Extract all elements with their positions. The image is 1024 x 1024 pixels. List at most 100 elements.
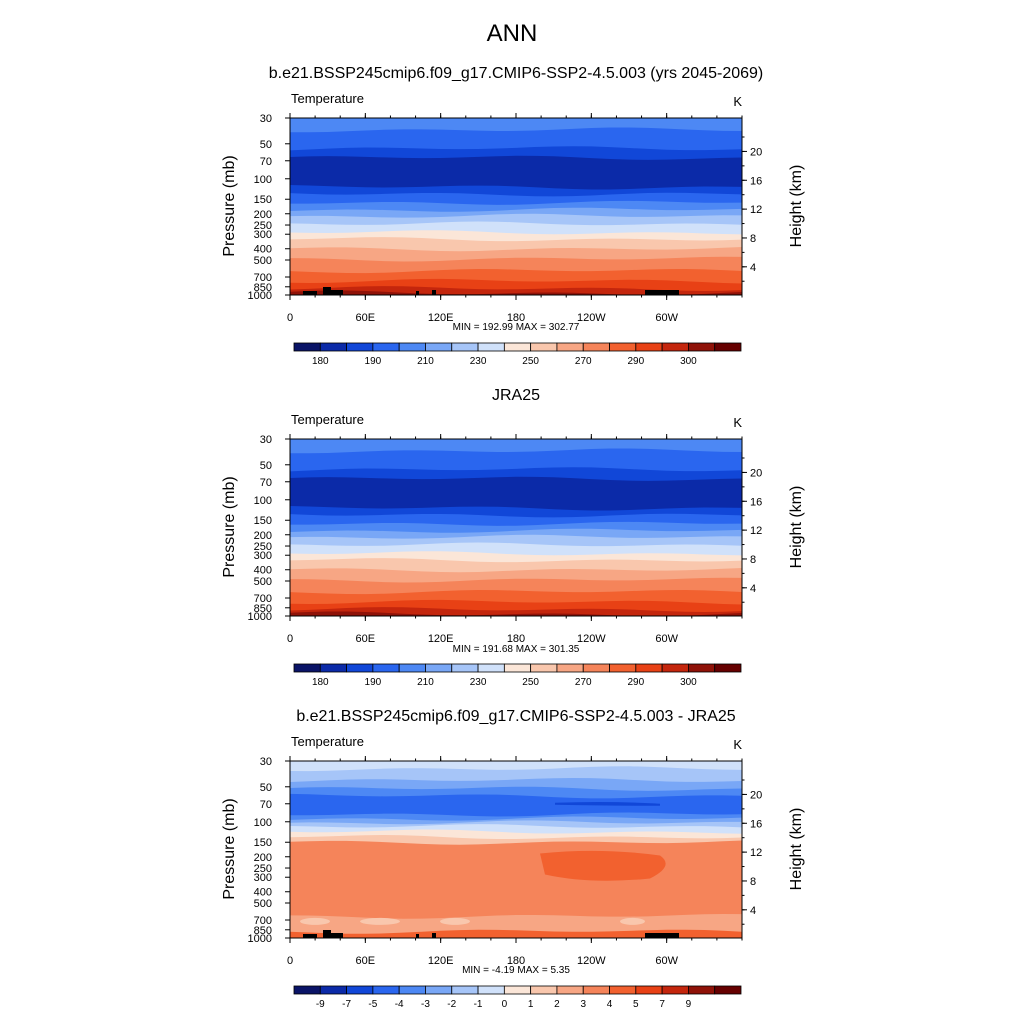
y-right-tick-label: 8: [750, 876, 756, 888]
colorbar-swatch: [582, 985, 610, 995]
y-tick-label: 200: [254, 852, 272, 864]
y-tick-label: 30: [260, 434, 272, 446]
y-right-tick-label: 12: [750, 204, 762, 216]
y-right-tick-label: 20: [750, 146, 762, 158]
y-tick-label: 70: [260, 156, 272, 168]
terrain-mask: [323, 930, 331, 938]
x-tick-label: 120E: [428, 633, 454, 645]
colorbar-label: 180: [312, 677, 329, 688]
y-tick-label: 700: [254, 915, 272, 927]
contour-band: [290, 929, 742, 938]
y-tick-label: 500: [254, 255, 272, 267]
contour-band: [555, 801, 660, 806]
panel-3-title: b.e21.BSSP245cmip6.f09_g17.CMIP6-SSP2-4.…: [296, 708, 735, 725]
x-tick-label: 0: [287, 955, 293, 967]
panel-2-units-label: K: [733, 415, 742, 430]
panel-3-ylabel-right: Height (km): [788, 808, 805, 891]
terrain-mask: [645, 933, 679, 938]
colorbar-swatch: [398, 663, 426, 673]
colorbar-swatch: [451, 985, 479, 995]
x-tick-label: 120W: [577, 312, 606, 324]
y-tick-label: 30: [260, 113, 272, 125]
panel-2-title: JRA25: [492, 387, 540, 404]
panel-1-units-label: K: [733, 94, 742, 109]
colorbar-swatch: [372, 663, 400, 673]
colorbar-label: -7: [342, 999, 351, 1010]
colorbar-swatch: [503, 663, 532, 673]
colorbar-label: -1: [474, 999, 483, 1010]
y-tick-label: 100: [254, 817, 272, 829]
colorbar-swatch: [582, 663, 610, 673]
colorbar-swatch: [346, 342, 374, 352]
terrain-mask: [432, 290, 436, 295]
colorbar-swatch: [425, 985, 453, 995]
panel-3-ylabel: Pressure (mb): [221, 798, 238, 899]
y-tick-label: 400: [254, 244, 272, 256]
colorbar-label: 2: [554, 999, 560, 1010]
colorbar-swatch: [425, 342, 453, 352]
y-right-tick-label: 12: [750, 525, 762, 537]
y-tick-label: 250: [254, 863, 272, 875]
panel-1-contours: [290, 118, 742, 295]
y-tick-label: 300: [254, 229, 272, 241]
panel-1-variable-label: Temperature: [291, 91, 364, 106]
x-tick-label: 120W: [577, 955, 606, 967]
contour-band: [290, 611, 742, 616]
colorbar-swatch: [293, 342, 321, 352]
colorbar-swatch: [661, 663, 689, 673]
contour-band: [360, 917, 400, 925]
colorbar-swatch: [319, 985, 347, 995]
colorbar-swatch: [661, 342, 689, 352]
x-tick-label: 60W: [655, 955, 678, 967]
y-right-tick-label: 16: [750, 818, 762, 830]
colorbar-swatch: [346, 663, 374, 673]
y-tick-label: 1000: [248, 933, 272, 945]
colorbar-swatch: [661, 985, 689, 995]
y-tick-label: 500: [254, 576, 272, 588]
y-tick-label: 70: [260, 477, 272, 489]
panel-1-ylabel-right: Height (km): [788, 165, 805, 248]
terrain-mask: [331, 290, 343, 295]
colorbar-swatch: [477, 985, 505, 995]
panel-1-ylabel: Pressure (mb): [221, 155, 238, 256]
colorbar-swatch: [451, 663, 479, 673]
y-right-tick-label: 4: [750, 905, 756, 917]
x-tick-label: 0: [287, 312, 293, 324]
y-tick-label: 850: [254, 925, 272, 937]
x-tick-label: 180: [507, 955, 525, 967]
colorbar-swatch: [530, 342, 558, 352]
y-tick-label: 1000: [248, 290, 272, 302]
panel-2-ylabel-right: Height (km): [788, 486, 805, 569]
colorbar-swatch: [503, 985, 532, 995]
terrain-mask: [323, 287, 331, 295]
colorbar-label: -4: [395, 999, 404, 1010]
y-tick-label: 100: [254, 495, 272, 507]
terrain-mask: [416, 291, 419, 295]
colorbar-label: 3: [580, 999, 586, 1010]
y-tick-label: 500: [254, 898, 272, 910]
y-tick-label: 200: [254, 530, 272, 542]
x-tick-label: 0: [287, 633, 293, 645]
y-tick-label: 700: [254, 272, 272, 284]
colorbar-swatch: [530, 985, 558, 995]
terrain-mask: [303, 291, 317, 295]
x-tick-label: 120E: [428, 955, 454, 967]
terrain-mask: [416, 934, 419, 938]
colorbar-swatch: [635, 342, 663, 352]
y-tick-label: 850: [254, 282, 272, 294]
panel-3-variable-label: Temperature: [291, 734, 364, 749]
colorbar-label: 180: [312, 356, 329, 367]
colorbar-label: 300: [680, 356, 697, 367]
panel-2-ylabel: Pressure (mb): [221, 476, 238, 577]
y-right-tick-label: 20: [750, 789, 762, 801]
panel-1-colorbar: 180 190 210 230 250 270 290 300: [293, 342, 742, 367]
colorbar-label: -9: [316, 999, 325, 1010]
x-tick-label: 120E: [428, 312, 454, 324]
page-title: ANN: [486, 20, 538, 47]
colorbar-label: 210: [417, 356, 434, 367]
colorbar-label: 210: [417, 677, 434, 688]
y-tick-label: 1000: [248, 611, 272, 623]
